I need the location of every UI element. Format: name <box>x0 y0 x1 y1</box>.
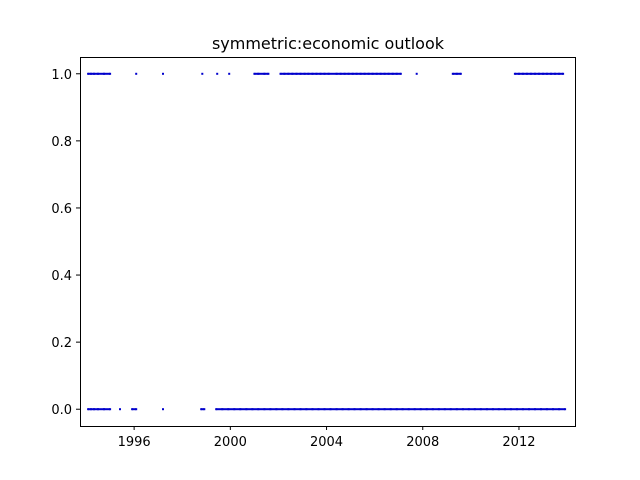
y-tick-label: 0.6 <box>51 202 72 217</box>
data-point <box>228 72 231 75</box>
plot-frame <box>80 57 576 427</box>
y-tick-label: 0.2 <box>51 336 72 351</box>
x-tick-label: 1996 <box>118 435 151 450</box>
y-tick-label: 0.0 <box>51 403 72 418</box>
x-tick-label: 2012 <box>502 435 535 450</box>
y-tick-label: 1.0 <box>51 68 72 83</box>
y-tick-label: 0.4 <box>51 269 72 284</box>
data-point <box>119 408 121 411</box>
data-point <box>216 72 219 75</box>
y-axis: 0.0 0.2 0.4 0.6 0.8 1.0 <box>51 68 80 418</box>
data-point <box>135 72 138 75</box>
data-point <box>162 72 164 75</box>
x-axis: 1996 2000 2004 2008 2012 <box>118 426 536 450</box>
data-point <box>415 72 418 75</box>
x-tick-label: 2000 <box>214 435 247 450</box>
data-point <box>162 408 164 411</box>
y-tick-label: 0.8 <box>51 135 72 150</box>
data-points <box>87 72 567 411</box>
data-point <box>201 72 204 75</box>
x-tick-label: 2004 <box>310 435 343 450</box>
chart-title: symmetric:economic outlook <box>212 34 445 53</box>
x-tick-label: 2008 <box>406 435 439 450</box>
